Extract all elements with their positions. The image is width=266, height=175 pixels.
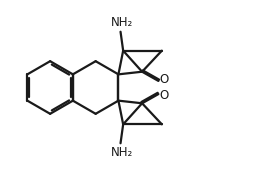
Text: O: O <box>160 89 169 102</box>
Text: O: O <box>160 73 169 86</box>
Text: NH₂: NH₂ <box>111 146 133 159</box>
Text: NH₂: NH₂ <box>111 16 133 29</box>
